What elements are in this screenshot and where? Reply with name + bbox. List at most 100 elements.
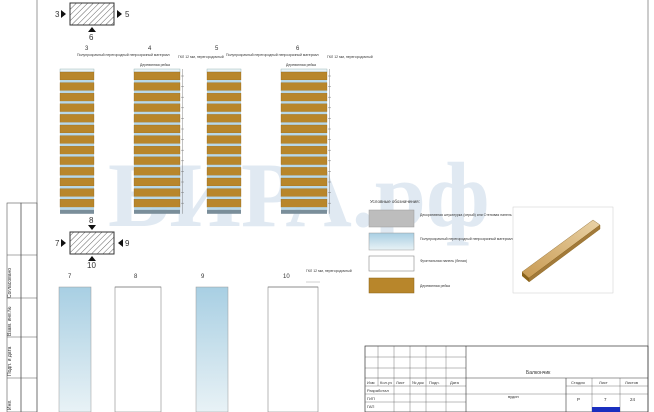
lower-note: ГКЛ 12 мм, перегородочный: [306, 269, 352, 273]
glass-strip: [281, 207, 327, 210]
glass-strip: [60, 196, 94, 200]
plan-top-right-label: 5: [125, 10, 130, 19]
wood-slat: [59, 199, 95, 208]
wood-slat: [206, 71, 242, 81]
legend-label-white-panel: Фронтальная панель (белая): [420, 259, 467, 263]
wood-slat: [280, 167, 328, 176]
wood-slat: [206, 177, 242, 187]
wood-slat: [133, 177, 181, 187]
glass-strip: [207, 143, 241, 147]
glass-strip: [60, 207, 94, 210]
plan-top-left-label: 3: [55, 10, 60, 19]
wood-slat: [133, 124, 181, 134]
glass-strip: [134, 154, 180, 157]
title-block: Изм Кол.уч Лист № док Подп. Дата Разрабо…: [364, 345, 649, 412]
glass-strip: [207, 175, 241, 178]
lower-number-7: 7: [68, 274, 72, 280]
glass-strip: [207, 122, 241, 125]
glass-strip: [207, 90, 241, 94]
lower-elevation-9: [195, 286, 229, 412]
glass-strip: [207, 111, 241, 115]
lower-elevation-7: [58, 286, 92, 412]
wood-slat: [59, 156, 95, 165]
wood-slat: [280, 71, 328, 81]
wood-slat: [133, 188, 181, 197]
glass-strip: [60, 143, 94, 147]
wood-slat: [59, 146, 95, 155]
wood-slat: [206, 93, 242, 102]
glass-strip: [60, 175, 94, 178]
tb-col-data: Дата: [450, 380, 460, 385]
tb-col-koluch: Кол.уч: [380, 380, 392, 385]
tb-sheet-label: Лист: [599, 380, 608, 385]
glass-strip: [60, 80, 94, 83]
tb-col-ndoc: № док: [412, 380, 424, 385]
glass-strip: [60, 154, 94, 157]
wood-slat: [133, 167, 181, 176]
glass-strip: [134, 207, 180, 210]
glass-strip: [134, 164, 180, 168]
wood-slat: [280, 199, 328, 208]
glass-strip: [134, 80, 180, 83]
lower-number-8: 8: [134, 274, 138, 280]
glass-strip: [134, 196, 180, 200]
glass-strip: [207, 101, 241, 104]
elevation-4: [133, 68, 184, 214]
glass-strip: [281, 164, 327, 168]
elevation-3: [59, 68, 95, 214]
glass-strip: [281, 122, 327, 125]
glass-strip: [134, 90, 180, 94]
glass-strip: [134, 122, 180, 125]
wood-slat: [206, 82, 242, 91]
wood-slat: [280, 124, 328, 134]
legend-swatch-white-panel: [368, 255, 415, 272]
elevation-base: [207, 209, 241, 214]
glass-strip: [134, 143, 180, 147]
plan-bottom-top-label: 8: [89, 216, 94, 225]
wood-slat: [133, 114, 181, 123]
wood-slat: [280, 177, 328, 187]
glass-strip: [281, 196, 327, 200]
glass-strip: [281, 133, 327, 136]
wood-slat: [133, 135, 181, 144]
tb-sheets-value: 24: [630, 397, 636, 402]
note-section-4-top: ГКЛ 12 мм, перегородочный: [178, 55, 224, 59]
glass-strip: [281, 90, 327, 94]
wood-slat: [59, 82, 95, 91]
wood-slat: [59, 135, 95, 144]
legend: Условные обозначения: Декоративная штука…: [368, 199, 513, 294]
tb-sheet-value: 7: [604, 397, 607, 402]
wood-slat: [206, 146, 242, 155]
glass-strip: [134, 175, 180, 178]
section-number-6: 6: [296, 46, 300, 52]
glass-strip: [281, 143, 327, 147]
tb-sheets-label: Листов: [625, 380, 638, 385]
legend-label-wood: Деревянная рейка: [420, 284, 450, 288]
plan-view-top: 3 5 6: [55, 2, 130, 42]
note-section-6-left: Деревянная рейка: [286, 63, 316, 67]
lower-elevation-8: [114, 286, 162, 412]
note-section-3: Полупрозрачный перегородный непрозрачный…: [77, 53, 170, 57]
legend-swatch-plaster: [368, 209, 415, 228]
note-section-5: Полупрозрачный перегородный непрозрачный…: [226, 53, 319, 57]
tb-row-gap: ГАП: [367, 404, 375, 409]
glass-strip: [207, 80, 241, 83]
wood-slat: [59, 188, 95, 197]
section-number-4: 4: [148, 46, 152, 52]
side-label-sign-date: Подп. и дата: [7, 346, 13, 376]
wood-slat: [280, 103, 328, 112]
tb-stage-label: Стадия: [571, 380, 585, 385]
glass-strip: [281, 101, 327, 104]
glass-strip: [207, 196, 241, 200]
glass-strip: [207, 207, 241, 210]
wood-slat: [133, 103, 181, 112]
legend-label-glass: Полупрозрачный перегородный непрозрачный…: [420, 237, 513, 241]
wood-slat: [280, 114, 328, 123]
tb-row-developer: Разработал: [367, 388, 389, 393]
wood-slat: [133, 93, 181, 102]
wood-board-3d-view: [512, 206, 614, 294]
side-label-replace: Взам. инв.№: [7, 306, 13, 336]
plan-view-bottom: 8 7 9 10: [55, 216, 130, 270]
side-label-inv: Инв.: [7, 400, 13, 410]
wood-slat: [206, 103, 242, 112]
